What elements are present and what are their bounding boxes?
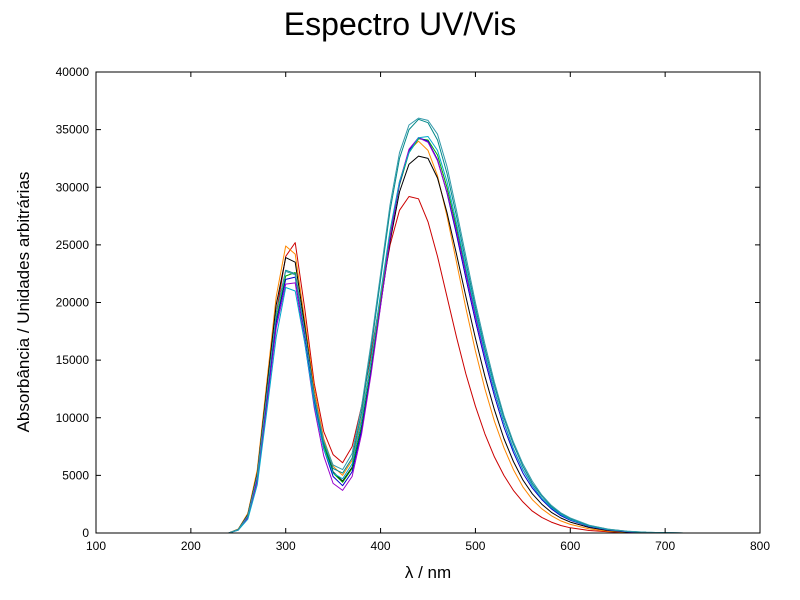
y-tick-label: 35000	[56, 123, 90, 137]
y-axis-label-text: Absorbância / Unidades arbitrárias	[14, 171, 33, 433]
x-tick-label: 400	[371, 539, 391, 553]
y-tick-label: 20000	[56, 296, 90, 310]
y-tick-label: 30000	[56, 180, 90, 194]
x-tick-label: 600	[560, 539, 580, 553]
series-line-7	[228, 136, 685, 534]
x-tick-label: 700	[655, 539, 675, 553]
y-tick-label: 40000	[56, 65, 90, 79]
tick-layer: 100 200 300 400 500 600 700 800 0 5000 10000 15000 2…	[56, 65, 771, 553]
series-line-8	[228, 118, 685, 534]
series-line-1	[228, 196, 666, 534]
x-tick-label: 100	[86, 539, 106, 553]
y-tick-label: 25000	[56, 238, 90, 252]
x-tick-label: 500	[465, 539, 485, 553]
series-layer	[228, 117, 685, 534]
series-line-3	[228, 155, 666, 534]
x-axis-label: λ / nm	[404, 563, 452, 582]
x-tick-label: 200	[181, 539, 201, 553]
y-tick-label: 10000	[56, 411, 90, 425]
series-line-9	[228, 117, 685, 534]
chart-title: Espectro UV/Vis	[283, 6, 517, 42]
y-tick-label: 5000	[62, 468, 89, 482]
y-tick-label: 0	[82, 526, 89, 540]
x-tick-label: 800	[750, 539, 770, 553]
x-tick-label: 300	[276, 539, 296, 553]
series-line-2	[228, 140, 666, 534]
y-tick-label: 15000	[56, 353, 90, 367]
